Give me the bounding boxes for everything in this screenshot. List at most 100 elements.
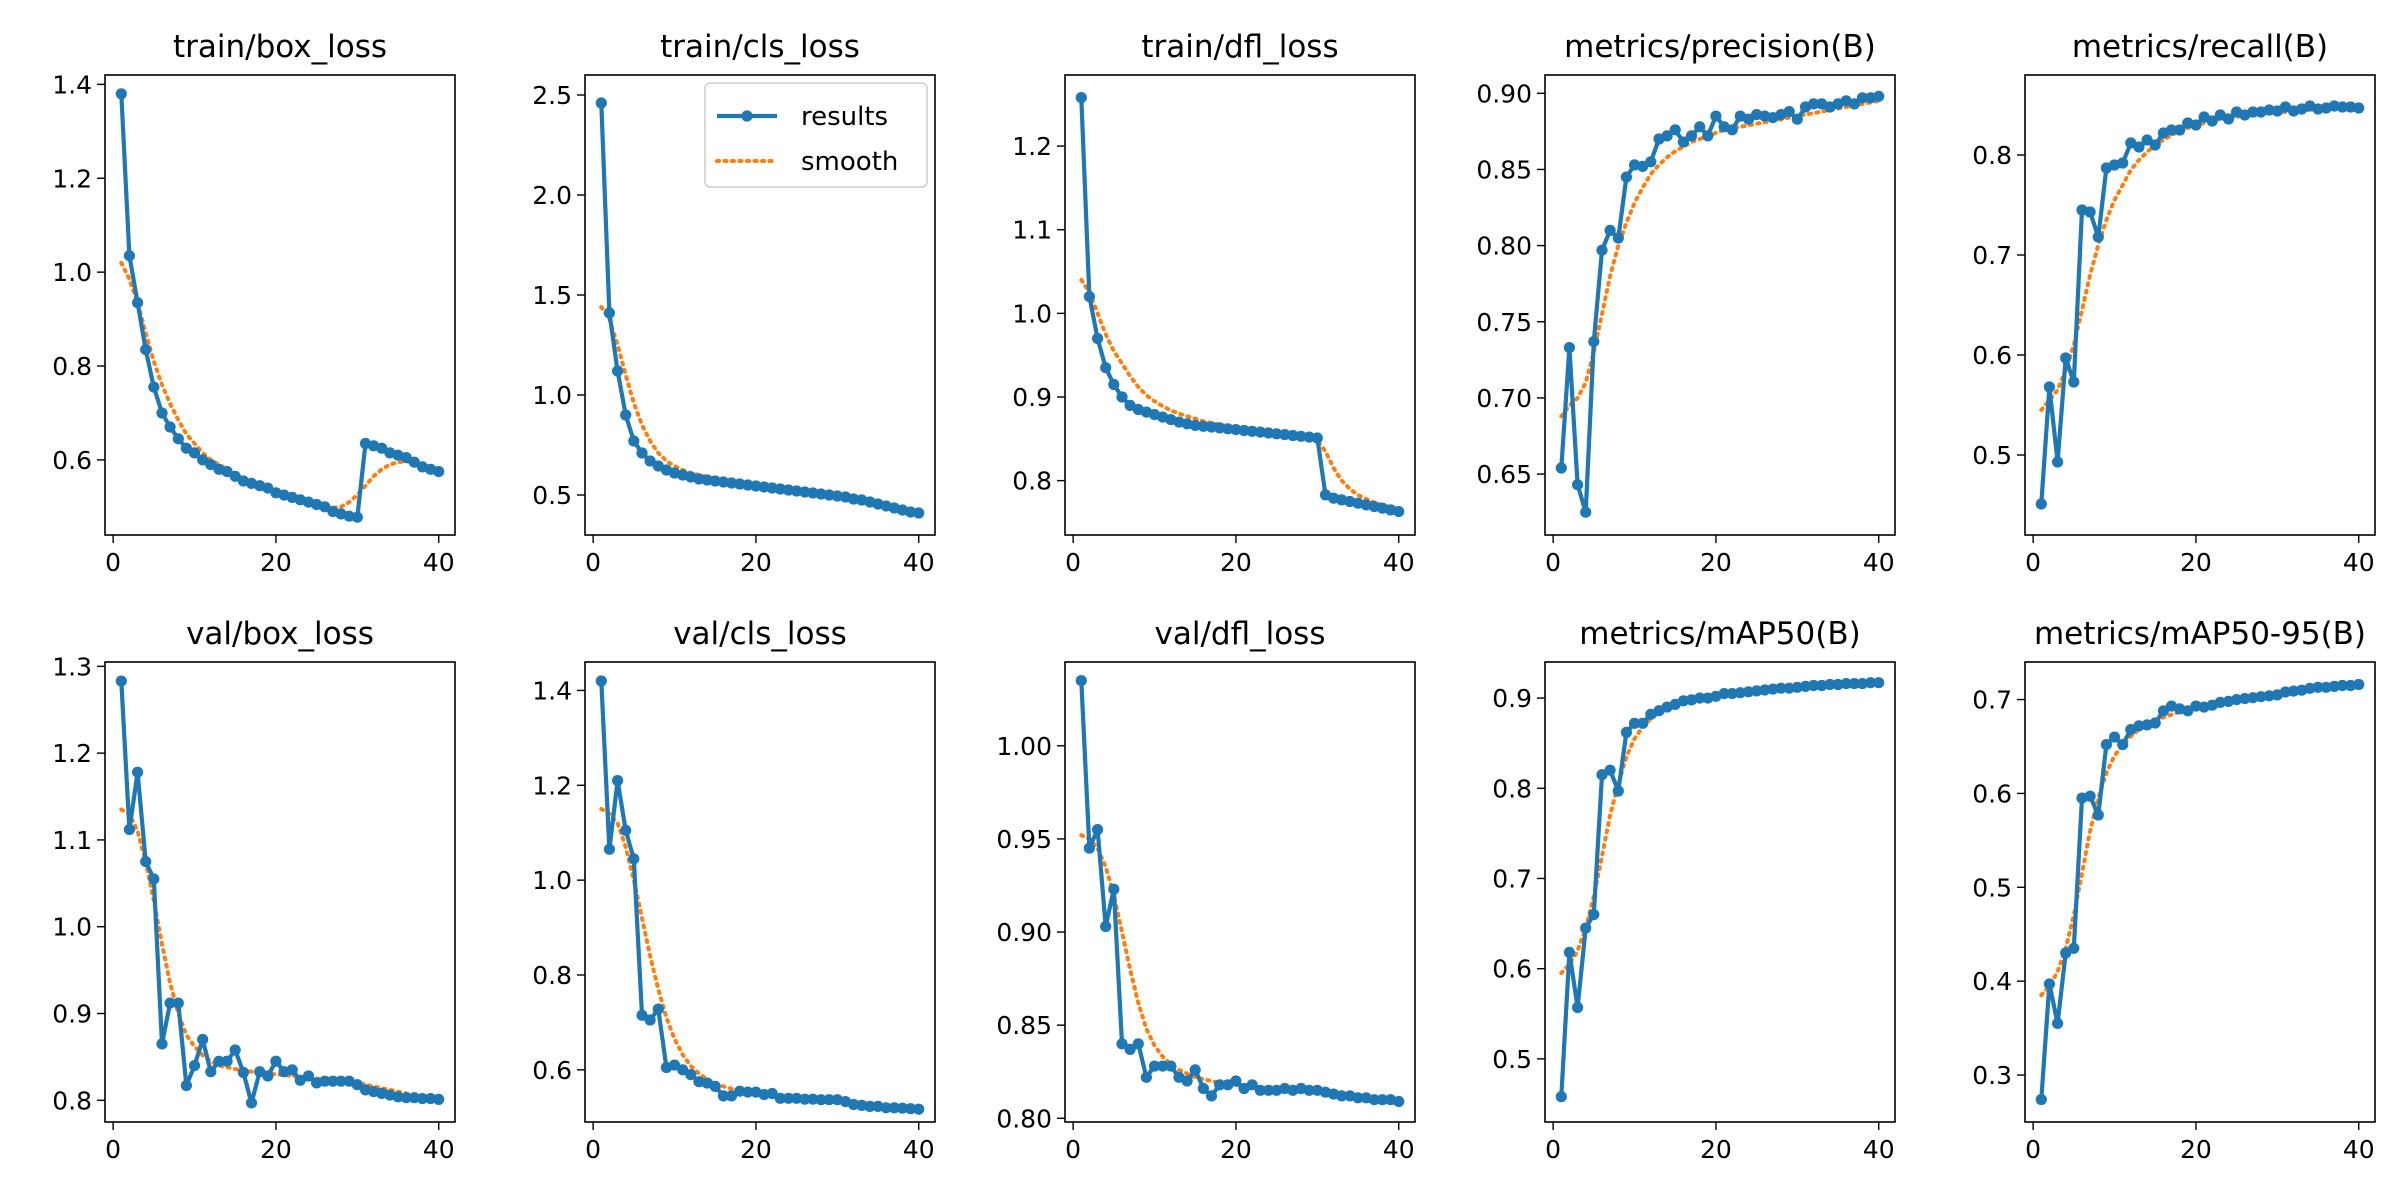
data-point-results (319, 501, 331, 513)
y-tick-label: 0.6 (1972, 341, 2012, 370)
data-point-results (1165, 1060, 1177, 1072)
x-tick-label: 40 (903, 1135, 935, 1164)
y-tick-label: 0.6 (1492, 955, 1532, 984)
y-tick-label: 2.0 (532, 181, 572, 210)
x-tick-label: 20 (1700, 548, 1732, 577)
data-point-results (1637, 717, 1649, 729)
y-tick-label: 0.85 (1476, 155, 1532, 184)
data-point-results (1352, 1092, 1364, 1104)
data-point-results (2141, 134, 2153, 146)
y-tick-label: 0.4 (1972, 967, 2012, 996)
axes-frame (1544, 661, 1896, 1123)
data-point-results (1808, 98, 1820, 110)
axes-frame (2024, 661, 2376, 1123)
data-point-results (2231, 694, 2243, 706)
data-point-results (636, 1009, 648, 1021)
data-point-results (1726, 688, 1738, 700)
data-point-results (1824, 678, 1836, 691)
data-point-results (2052, 1017, 2064, 1029)
plot-area (1075, 675, 1405, 1108)
data-point-results (2336, 679, 2348, 692)
data-point-results (1100, 362, 1112, 374)
legend-marker-results (741, 110, 753, 122)
data-point-results (2068, 376, 2080, 388)
data-point-results (123, 823, 135, 836)
y-tick-label: 1.2 (532, 771, 572, 800)
axes-frame (104, 661, 456, 1123)
data-point-results (1116, 391, 1128, 403)
y-tick-label: 1.1 (52, 826, 92, 855)
data-point-results (725, 1090, 738, 1102)
data-point-results (188, 1060, 201, 1072)
data-point-results (1246, 1079, 1258, 1091)
data-point-results (1726, 124, 1738, 136)
data-point-results (628, 435, 640, 447)
data-point-results (1832, 678, 1844, 691)
data-point-results (2108, 731, 2121, 743)
data-point-results (2190, 700, 2202, 712)
panel-val-box-loss: val/box_loss 0 20 40 0.8 0.9 1.0 1.1 1.2 1.3 (52, 616, 456, 1164)
data-point-results (1580, 506, 1592, 518)
y-tick-label: 0.9 (1012, 383, 1052, 412)
data-point-results (294, 1074, 306, 1086)
data-point-results (823, 1094, 835, 1106)
x-tick-label: 0 (585, 1135, 601, 1164)
x-tick-label: 20 (1220, 548, 1252, 577)
x-tick-label: 20 (260, 1135, 292, 1164)
data-point-results (2206, 115, 2218, 127)
y-tick-label: 1.3 (52, 652, 92, 681)
data-point-results (612, 775, 624, 787)
data-point-results (1108, 883, 1120, 895)
data-point-results (433, 466, 445, 478)
data-point-results (1783, 106, 1795, 118)
data-point-results (2165, 124, 2178, 136)
y-tick-label: 1.2 (52, 164, 92, 193)
data-point-results (2353, 678, 2365, 691)
data-point-results (1214, 1079, 1226, 1091)
x-tick-label: 20 (260, 548, 292, 577)
data-point-results (1685, 130, 1698, 142)
data-point-results (1661, 130, 1673, 142)
data-point-results (270, 1055, 282, 1067)
data-point-results (896, 1102, 909, 1114)
y-tick-label: 0.80 (996, 1104, 1052, 1133)
data-point-results (815, 1094, 827, 1106)
plot-area (1075, 92, 1405, 518)
data-point-results (148, 381, 160, 393)
data-point-results (725, 477, 738, 489)
y-tick-label: 0.5 (532, 481, 572, 510)
y-tick-label: 1.2 (52, 739, 92, 768)
panel-title: val/cls_loss (673, 616, 847, 652)
data-point-results (734, 1085, 746, 1097)
data-point-results (913, 507, 925, 519)
data-point-results (1775, 682, 1787, 694)
panel-metrics-precision-b: metrics/precision(B) 0 20 40 0.65 0.70 0.75 0.8… (1476, 29, 1896, 577)
y-tick-label: 0.8 (1492, 774, 1532, 803)
data-point-results (2149, 717, 2161, 729)
data-point-results (2035, 1093, 2047, 1106)
y-tick-label: 1.00 (996, 732, 1052, 761)
axes-frame (2024, 74, 2376, 536)
data-point-results (123, 250, 135, 262)
data-point-results (1092, 824, 1104, 836)
data-point-results (2084, 790, 2096, 802)
data-point-results (1677, 136, 1689, 148)
data-point-results (628, 853, 640, 865)
data-point-results (1669, 124, 1681, 136)
y-tick-label: 0.95 (996, 825, 1052, 854)
y-tick-label: 0.8 (532, 961, 572, 990)
series-line-smooth (1079, 833, 1401, 1102)
data-point-results (1181, 1075, 1193, 1087)
data-point-results (1588, 908, 1600, 921)
data-point-results (1628, 717, 1641, 729)
y-tick-label: 0.7 (1492, 864, 1532, 893)
y-tick-label: 1.1 (1012, 216, 1052, 245)
x-tick-label: 0 (1065, 548, 1081, 577)
data-point-results (2222, 113, 2235, 125)
data-point-results (1612, 785, 1624, 797)
plot-area (115, 675, 445, 1109)
data-point-results (1694, 121, 1706, 133)
data-point-results (2320, 681, 2332, 693)
y-tick-label: 0.6 (532, 1056, 572, 1085)
data-point-results (2263, 690, 2275, 702)
